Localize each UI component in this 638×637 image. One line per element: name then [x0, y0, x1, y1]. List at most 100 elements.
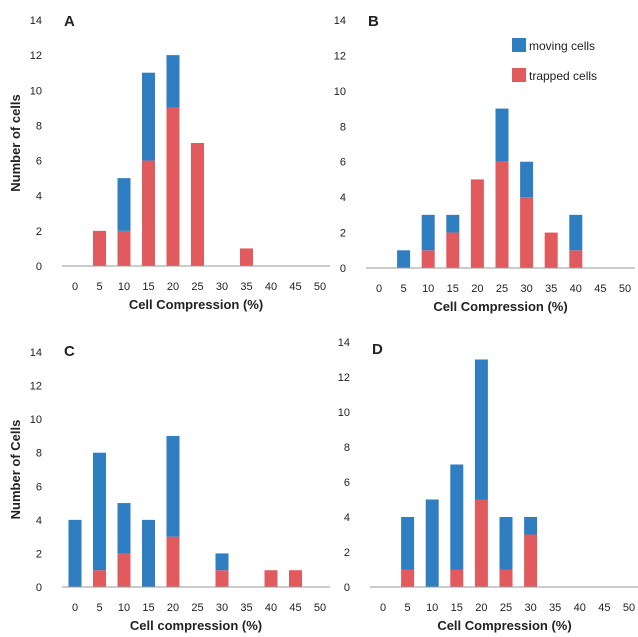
y-tick-label: 6: [36, 156, 42, 168]
y-tick-label: 4: [36, 515, 42, 527]
x-tick-label: 5: [405, 602, 411, 614]
y-tick-label: 10: [30, 85, 42, 97]
bar-moving-c-15: [142, 519, 155, 587]
bar-trapped-c-40: [264, 570, 278, 587]
bar-trapped-b-30: [520, 197, 534, 268]
x-axis-label: Cell Compression (%): [129, 297, 263, 312]
bar-moving-d-10: [425, 499, 439, 587]
bar-moving-c-20: [166, 435, 180, 537]
bar-moving-b-15: [446, 214, 460, 233]
bar-trapped-b-25: [495, 161, 509, 268]
y-axis-label: Number of Cells: [8, 420, 23, 520]
x-tick-label: 35: [240, 602, 252, 614]
y-tick-label: 14: [338, 337, 350, 349]
bar-trapped-a-10: [117, 230, 131, 266]
y-tick-label: 12: [30, 50, 42, 62]
y-tick-label: 8: [36, 120, 42, 132]
y-tick-label: 6: [340, 157, 346, 169]
x-tick-label: 35: [240, 281, 252, 293]
x-tick-label: 15: [451, 602, 463, 614]
panel-label-c: C: [64, 343, 75, 360]
y-axis-label: Number of cells: [8, 94, 23, 192]
y-tick-label: 8: [340, 121, 346, 133]
bar-moving-c-30: [215, 553, 229, 571]
x-tick-label: 15: [142, 602, 154, 614]
y-tick-label: 8: [344, 442, 350, 454]
bar-trapped-c-5: [93, 570, 106, 587]
x-tick-label: 30: [524, 602, 536, 614]
x-tick-label: 10: [118, 602, 130, 614]
bar-trapped-a-35: [240, 248, 253, 266]
y-tick-label: 0: [344, 582, 350, 594]
x-tick-label: 50: [314, 281, 326, 293]
x-tick-label: 5: [96, 281, 102, 293]
x-tick-label: 40: [574, 602, 586, 614]
bar-trapped-d-25: [499, 569, 513, 587]
x-tick-label: 25: [496, 283, 508, 295]
bar-trapped-c-20: [166, 536, 180, 587]
x-tick-label: 20: [475, 602, 487, 614]
y-tick-label: 4: [340, 192, 346, 204]
bar-moving-b-10: [421, 214, 435, 251]
x-tick-label: 50: [623, 602, 635, 614]
bar-trapped-d-20: [474, 499, 488, 587]
y-tick-label: 0: [36, 582, 42, 594]
bar-moving-d-25: [499, 517, 513, 570]
y-tick-label: 12: [334, 50, 346, 62]
x-tick-label: 25: [500, 602, 512, 614]
y-tick-label: 14: [334, 15, 346, 27]
bar-trapped-b-10: [421, 250, 435, 268]
bar-trapped-d-5: [401, 569, 415, 587]
x-tick-label: 45: [594, 283, 606, 295]
y-tick-label: 14: [30, 347, 42, 359]
x-tick-label: 40: [265, 602, 277, 614]
x-tick-label: 45: [598, 602, 610, 614]
bar-moving-c-5: [93, 452, 106, 571]
x-tick-label: 20: [471, 283, 483, 295]
bar-trapped-b-35: [544, 232, 558, 268]
y-tick-label: 2: [340, 228, 346, 240]
legend-swatch: [512, 38, 526, 52]
x-tick-label: 15: [447, 283, 459, 295]
bar-trapped-d-30: [524, 534, 538, 587]
y-tick-label: 4: [36, 191, 42, 203]
y-tick-label: 0: [36, 261, 42, 273]
x-tick-label: 45: [289, 602, 301, 614]
bar-moving-b-25: [495, 108, 509, 162]
bar-moving-d-5: [401, 517, 415, 570]
bar-moving-d-15: [450, 464, 464, 570]
y-tick-label: 10: [334, 86, 346, 98]
y-tick-label: 0: [340, 263, 346, 275]
x-tick-label: 5: [96, 602, 102, 614]
bar-moving-d-30: [524, 517, 538, 535]
x-tick-label: 20: [167, 281, 179, 293]
y-tick-label: 8: [36, 448, 42, 460]
legend-swatch: [512, 68, 526, 82]
x-tick-label: 0: [72, 281, 78, 293]
x-tick-label: 25: [191, 281, 203, 293]
y-tick-label: 10: [30, 414, 42, 426]
bar-trapped-a-15: [142, 160, 155, 266]
bar-trapped-a-25: [191, 143, 204, 266]
x-tick-label: 20: [167, 602, 179, 614]
x-tick-label: 50: [314, 602, 326, 614]
x-tick-label: 10: [426, 602, 438, 614]
bar-moving-c-0: [68, 519, 82, 587]
x-tick-label: 0: [72, 602, 78, 614]
y-tick-label: 10: [338, 407, 350, 419]
y-tick-label: 2: [36, 226, 42, 238]
x-tick-label: 30: [520, 283, 532, 295]
bar-trapped-b-20: [470, 179, 484, 268]
bar-moving-a-15: [142, 72, 155, 161]
x-tick-label: 35: [545, 283, 557, 295]
x-axis-label: Cell compression (%): [130, 618, 262, 633]
x-tick-label: 45: [289, 281, 301, 293]
bar-moving-a-20: [166, 55, 180, 108]
x-tick-label: 10: [422, 283, 434, 295]
x-tick-label: 35: [549, 602, 561, 614]
bar-moving-b-40: [569, 214, 583, 251]
x-tick-label: 30: [216, 602, 228, 614]
x-tick-label: 15: [142, 281, 154, 293]
bar-trapped-b-15: [446, 232, 460, 268]
y-tick-label: 6: [36, 481, 42, 493]
